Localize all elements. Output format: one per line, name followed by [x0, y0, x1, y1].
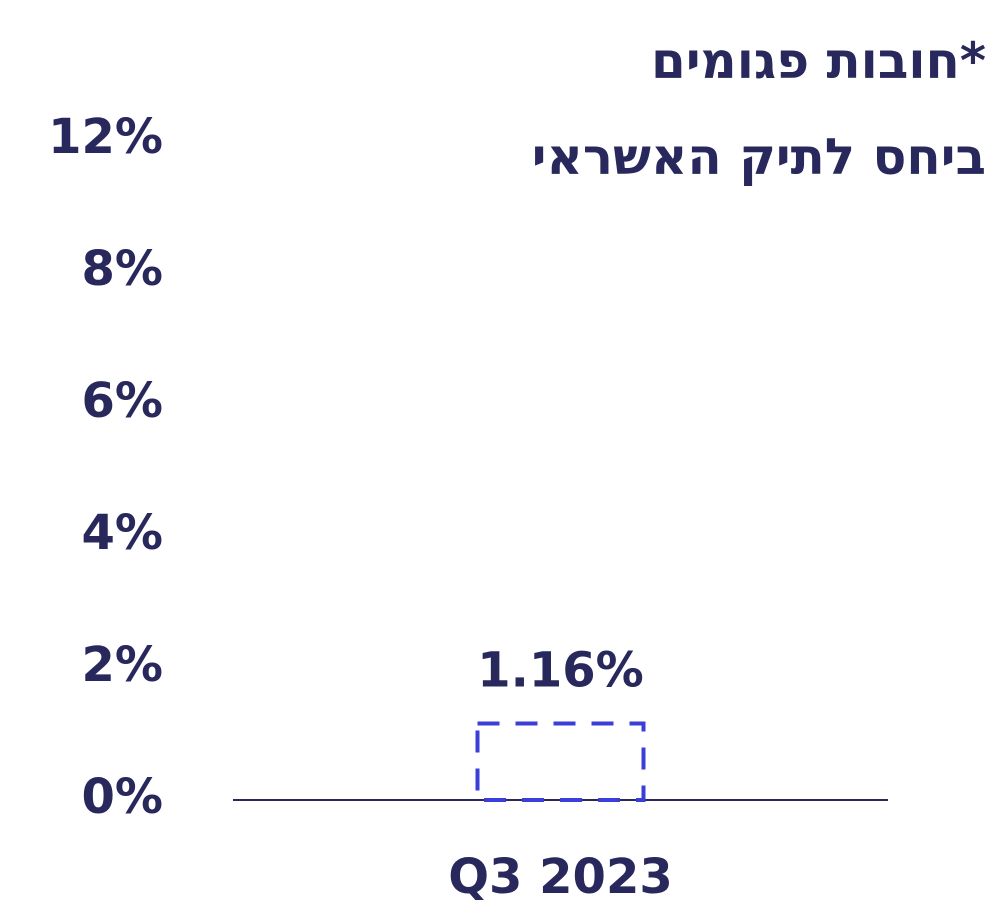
- y-tick-label: 12%: [48, 109, 163, 165]
- y-tick-label: 8%: [82, 241, 164, 297]
- chart-title: *חובות פגומים: [651, 32, 986, 90]
- bar: [475, 721, 646, 802]
- y-tick-label: 4%: [82, 505, 164, 561]
- y-tick-label: 0%: [82, 769, 164, 825]
- value-label: 1.16%: [477, 642, 644, 698]
- chart-title: ביחס לתיק האשראי: [531, 128, 986, 186]
- x-tick-label: Q3 2023: [448, 849, 673, 905]
- y-tick-label: 2%: [82, 637, 164, 693]
- y-tick-label: 6%: [82, 373, 164, 429]
